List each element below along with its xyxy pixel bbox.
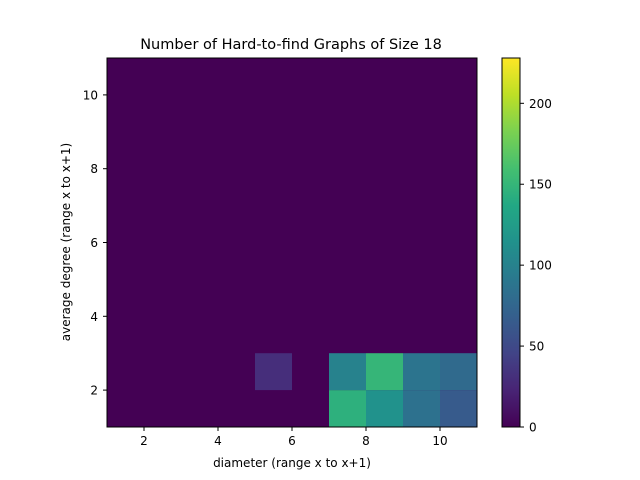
heatmap-cell: [366, 353, 403, 391]
heatmap-cell: [255, 353, 292, 391]
colorbar-tick-label: 200: [529, 97, 552, 111]
colorbar-tick-label: 0: [529, 421, 537, 435]
colorbar-tick-label: 150: [529, 178, 552, 192]
x-tick-label: 2: [140, 434, 148, 448]
colorbar-gradient: [502, 58, 520, 427]
colorbar-tick-label: 50: [529, 340, 544, 354]
heatmap-cell: [329, 390, 366, 427]
y-tick-label: 2: [90, 384, 98, 398]
y-tick-label: 4: [90, 310, 98, 324]
heatmap-cell: [329, 353, 366, 391]
y-axis-label: average degree (range x to x+1): [59, 143, 73, 341]
heatmap-cell: [366, 390, 403, 427]
heatmap-cell: [440, 353, 477, 391]
heatmap-cell: [440, 390, 477, 427]
x-tick-label: 8: [362, 434, 370, 448]
colorbar-tick-label: 100: [529, 259, 552, 273]
x-tick-label: 4: [214, 434, 222, 448]
heatmap-cell: [403, 390, 440, 427]
colorbar: 0 50 100 150 200: [501, 57, 552, 435]
x-axis-label: diameter (range x to x+1): [213, 456, 371, 470]
x-tick-label: 10: [432, 434, 447, 448]
y-tick-label: 8: [90, 162, 98, 176]
x-axis: 2 4 6 8 10: [140, 427, 448, 448]
y-tick-label: 6: [90, 236, 98, 250]
x-tick-label: 6: [288, 434, 296, 448]
y-axis: 2 4 6 8 10: [83, 88, 107, 398]
colorbar-frame: [501, 57, 521, 428]
chart-title: Number of Hard-to-find Graphs of Size 18: [140, 37, 442, 53]
y-tick-label: 10: [83, 88, 98, 102]
heatmap-cell: [403, 353, 440, 391]
plot-area: [106, 57, 478, 428]
